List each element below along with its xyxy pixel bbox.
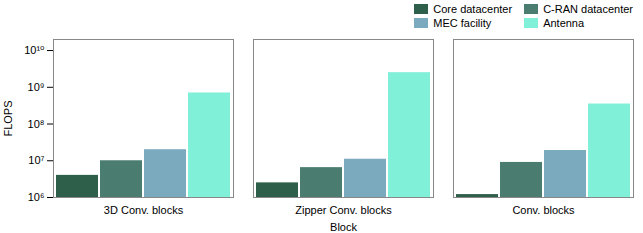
html-text:MEC facility: MEC facility	[433, 17, 492, 29]
svg-text:Zipper Conv. blocks: Zipper Conv. blocks	[295, 204, 392, 216]
html-text:Core datacenter: Core datacenter	[433, 3, 513, 15]
svg-text:3D Conv. blocks: 3D Conv. blocks	[104, 204, 184, 216]
html-text:C-RAN datacenter: C-RAN datacenter	[543, 3, 633, 15]
html-text:Antenna: Antenna	[543, 17, 585, 29]
svg-text:FLOPS: FLOPS	[2, 100, 14, 136]
svg-text:10⁸: 10⁸	[28, 118, 45, 130]
svg-text:Block: Block	[330, 221, 357, 233]
svg-text:Conv. blocks: Conv. blocks	[512, 204, 575, 216]
svg-text:10⁹: 10⁹	[28, 81, 45, 93]
svg-text:10⁷: 10⁷	[28, 154, 44, 166]
svg-text:10⁶: 10⁶	[28, 191, 45, 203]
svg-text:10¹⁰: 10¹⁰	[24, 44, 45, 56]
